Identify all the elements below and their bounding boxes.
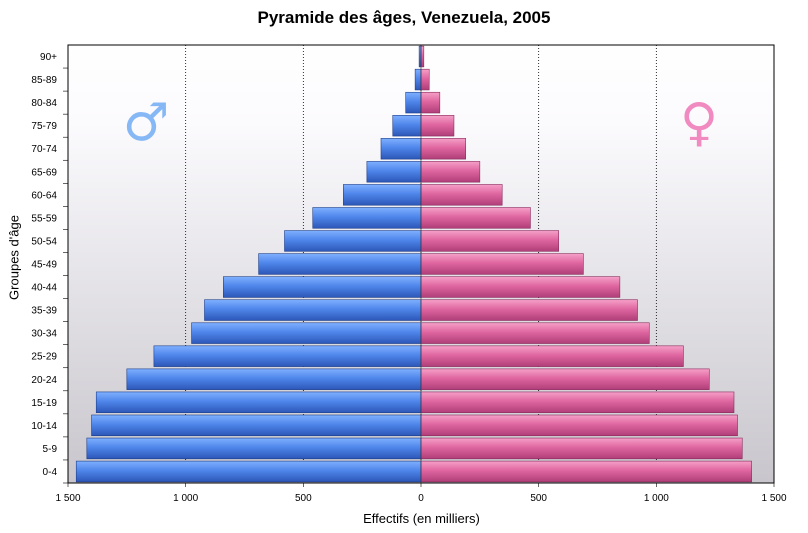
y-tick-label: 50-54 bbox=[31, 236, 57, 247]
bar-male-30-34 bbox=[191, 322, 422, 344]
y-tick-label: 40-44 bbox=[31, 283, 57, 294]
y-tick-label: 35-39 bbox=[31, 306, 57, 317]
female-symbol: ♀ bbox=[680, 93, 718, 153]
bar-female-10-14 bbox=[420, 414, 738, 437]
y-tick-label: 0-4 bbox=[43, 467, 58, 478]
y-tick-label: 10-14 bbox=[31, 421, 57, 432]
bar-male-85-89 bbox=[414, 68, 422, 91]
x-tick-label: 0 bbox=[418, 493, 424, 504]
bar-male-65-69 bbox=[366, 161, 422, 183]
y-tick-label: 55-59 bbox=[31, 213, 57, 224]
bar-female-20-24 bbox=[420, 368, 710, 390]
bar-female-50-54 bbox=[420, 230, 559, 252]
bar-male-20-24 bbox=[126, 368, 422, 390]
bar-male-75-79 bbox=[392, 115, 422, 137]
bar-female-75-79 bbox=[420, 115, 455, 137]
x-tick-label: 500 bbox=[295, 493, 312, 504]
bar-male-70-74 bbox=[380, 138, 422, 160]
bar-female-85-89 bbox=[420, 68, 430, 91]
bar-male-5-9 bbox=[86, 437, 422, 460]
bar-female-60-64 bbox=[420, 184, 503, 206]
bar-female-40-44 bbox=[420, 276, 621, 298]
bar-male-35-39 bbox=[204, 299, 422, 321]
x-tick-label: 1 000 bbox=[644, 493, 669, 504]
bar-female-15-19 bbox=[420, 391, 735, 413]
bar-male-50-54 bbox=[284, 230, 422, 252]
bar-female-45-49 bbox=[420, 253, 584, 275]
bar-male-15-19 bbox=[95, 391, 422, 413]
bar-female-55-59 bbox=[420, 207, 531, 229]
y-tick-label: 60-64 bbox=[31, 190, 57, 201]
y-tick-label: 45-49 bbox=[31, 260, 57, 271]
chart-title: Pyramide des âges, Venezuela, 2005 bbox=[257, 8, 551, 27]
bar-male-25-29 bbox=[153, 345, 422, 367]
y-tick-label: 80-84 bbox=[31, 98, 57, 109]
y-tick-label: 75-79 bbox=[31, 121, 57, 132]
x-axis-label: Effectifs (en milliers) bbox=[363, 511, 480, 526]
y-tick-label: 65-69 bbox=[31, 167, 57, 178]
x-tick-label: 1 000 bbox=[173, 493, 198, 504]
y-tick-label: 30-34 bbox=[31, 329, 57, 340]
y-axis-label: Groupes d'âge bbox=[6, 215, 22, 300]
male-symbol: ♂ bbox=[123, 93, 170, 153]
bar-male-80-84 bbox=[405, 91, 422, 114]
bar-male-60-64 bbox=[343, 184, 422, 206]
x-tick-label: 500 bbox=[530, 493, 547, 504]
bar-male-40-44 bbox=[223, 276, 422, 298]
y-tick-label: 85-89 bbox=[31, 75, 57, 86]
x-tick-label: 1 500 bbox=[761, 493, 786, 504]
bar-female-65-69 bbox=[420, 161, 481, 183]
y-tick-label: 25-29 bbox=[31, 352, 57, 363]
bar-female-90+ bbox=[420, 45, 425, 68]
bar-female-0-4 bbox=[420, 460, 752, 483]
x-tick-label: 1 500 bbox=[55, 493, 80, 504]
y-tick-label: 5-9 bbox=[43, 444, 58, 455]
bar-male-55-59 bbox=[312, 207, 422, 229]
bar-male-10-14 bbox=[91, 414, 422, 437]
y-tick-label: 90+ bbox=[40, 52, 57, 63]
bar-female-30-34 bbox=[420, 322, 650, 344]
bar-female-5-9 bbox=[420, 437, 743, 460]
bar-female-80-84 bbox=[420, 91, 441, 114]
bar-female-35-39 bbox=[420, 299, 638, 321]
y-tick-label: 20-24 bbox=[31, 375, 57, 386]
y-tick-label: 70-74 bbox=[31, 144, 57, 155]
y-tick-label: 15-19 bbox=[31, 398, 57, 409]
bar-male-0-4 bbox=[75, 460, 422, 483]
bar-female-25-29 bbox=[420, 345, 684, 367]
bar-male-45-49 bbox=[258, 253, 422, 275]
bar-female-70-74 bbox=[420, 138, 467, 160]
